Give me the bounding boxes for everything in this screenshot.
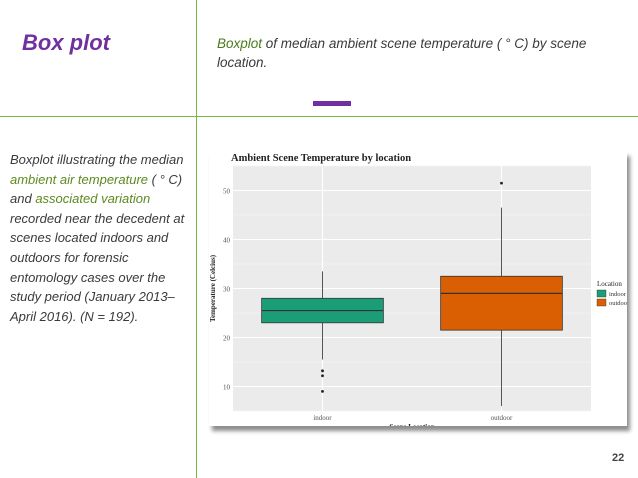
y-tick-label: 50 [223, 188, 231, 196]
desc-part-1: Boxplot illustrating the median [10, 152, 184, 167]
desc-keyword-variation[interactable]: associated variation [35, 191, 151, 207]
y-tick-label: 40 [223, 237, 231, 245]
legend-swatch [596, 289, 607, 298]
description-text: Boxplot illustrating the median ambient … [10, 150, 195, 326]
horizontal-divider [0, 116, 638, 117]
accent-bar [313, 101, 351, 106]
legend-swatch [596, 298, 607, 307]
legend-label: outdoor [609, 300, 627, 307]
y-tick-label: 20 [223, 335, 231, 343]
desc-part-3: ( ° C) and [10, 171, 183, 207]
outlier-point [321, 390, 324, 393]
legend-label: indoor [609, 291, 627, 298]
legend-title: Location [597, 280, 622, 288]
x-axis-label: Scene Location [389, 423, 434, 426]
x-tick-label: indoor [313, 414, 332, 422]
vertical-divider [196, 0, 197, 478]
box-outdoor [440, 275, 563, 331]
desc-keyword-ambient[interactable]: ambient air temperature [10, 171, 149, 187]
page-number: 22 [612, 452, 625, 464]
y-axis-label: Temperature (Celcius) [209, 254, 217, 322]
desc-part-5: recorded near the decedent at scenes loc… [10, 210, 185, 324]
outlier-point [321, 374, 324, 378]
outlier-point [321, 369, 324, 373]
slide-subtitle: Boxplot of median ambient scene temperat… [217, 34, 612, 72]
subtitle-text: of median ambient scene temperature ( ° … [217, 36, 587, 70]
boxplot-chart: Ambient Scene Temperature by location 10 2… [209, 153, 630, 431]
y-tick-label: 30 [223, 286, 231, 294]
slide-title: Box plot [22, 30, 110, 55]
subtitle-link[interactable]: Boxplot [217, 36, 263, 51]
chart-figure: Ambient Scene Temperature by location 10 2… [209, 151, 630, 431]
outlier-point [500, 181, 503, 185]
x-tick-label: outdoor [491, 414, 513, 422]
y-tick-label: 10 [223, 384, 231, 392]
chart-title: Ambient Scene Temperature by location [231, 153, 411, 164]
